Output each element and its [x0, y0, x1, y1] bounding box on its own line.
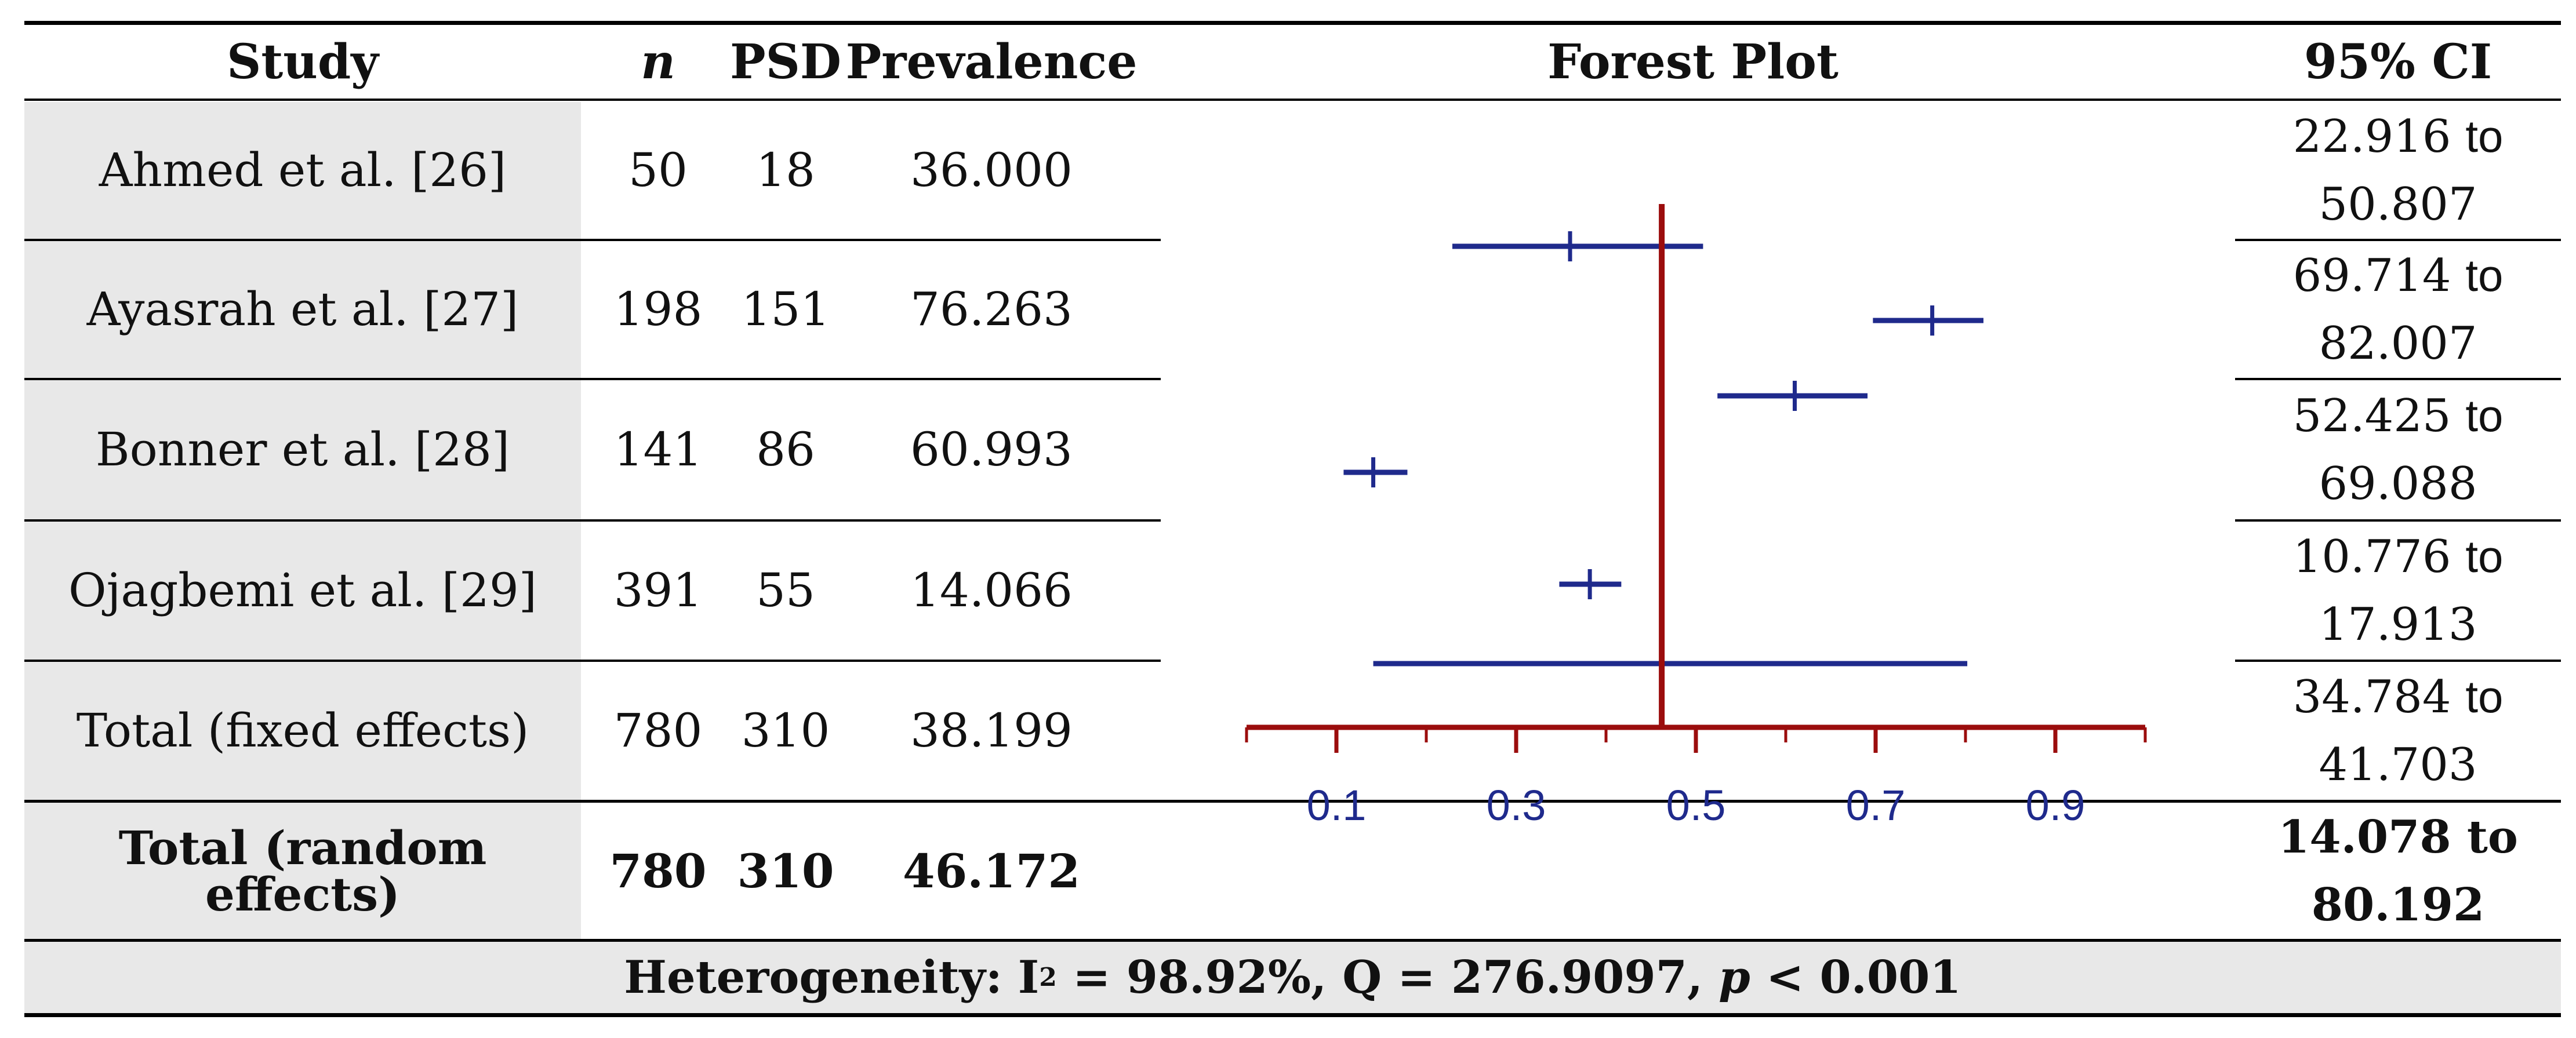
row-ci: 22.916 to 50.807 — [2235, 102, 2561, 239]
row-study: Ayasrah et al. [27] — [86, 282, 519, 336]
header-n: n — [641, 34, 675, 90]
footer-p: p — [1718, 950, 1750, 1004]
row-prevalence: 46.172 — [902, 843, 1081, 898]
row-prevalence: 76.263 — [910, 282, 1073, 336]
row-ci: 14.078 to 80.192 — [2235, 803, 2561, 939]
row-prevalence: 60.993 — [910, 423, 1073, 476]
header-rule — [24, 99, 2561, 101]
ci-high: 80.192 — [2311, 878, 2485, 931]
ci-low: 10.776 — [2292, 530, 2451, 583]
row-study: Ahmed et al. [26] — [99, 143, 507, 197]
header-psd: PSD — [730, 34, 841, 90]
row-psd: 310 — [737, 843, 834, 898]
ci-to: to — [2465, 530, 2504, 582]
row-n: 391 — [613, 563, 703, 617]
row-n: 198 — [613, 282, 703, 336]
row-prevalence: 14.066 — [910, 563, 1073, 617]
ci-low: 69.714 — [2292, 249, 2451, 302]
bottom-rule — [24, 1013, 2561, 1017]
ci-high: 82.007 — [2319, 317, 2477, 370]
footer-rule — [24, 939, 2561, 942]
ci-to: to — [2465, 249, 2504, 301]
x-tick-label: 0.5 — [1666, 781, 1726, 829]
row-prevalence: 36.000 — [910, 143, 1073, 197]
ci-low: 52.425 — [2292, 389, 2451, 442]
ci-low: 34.784 — [2292, 671, 2451, 723]
ci-high: 50.807 — [2319, 178, 2477, 231]
row-separator — [2235, 660, 2561, 662]
row-psd: 151 — [741, 282, 830, 336]
row-separator — [2235, 519, 2561, 522]
footer-suffix: < 0.001 — [1750, 950, 1961, 1004]
row-psd: 310 — [741, 704, 830, 757]
ci-low: 22.916 — [2292, 110, 2451, 163]
row-ci: 10.776 to 17.913 — [2235, 522, 2561, 660]
ci-to: to — [2466, 810, 2518, 864]
row-n: 50 — [628, 143, 688, 197]
ci-to: to — [2465, 389, 2504, 441]
ci-low: 14.078 — [2278, 810, 2451, 864]
row-separator — [2235, 378, 2561, 380]
row-ci: 69.714 to 82.007 — [2235, 241, 2561, 378]
ci-high: 17.913 — [2319, 598, 2477, 651]
ci-high: 69.088 — [2319, 457, 2477, 510]
top-rule — [24, 21, 2561, 25]
row-separator — [24, 660, 1161, 662]
row-prevalence: 38.199 — [910, 704, 1073, 757]
footer-shade — [24, 941, 2561, 1015]
header-study: Study — [227, 34, 379, 90]
header-forest-plot: Forest Plot — [1547, 34, 1839, 90]
row-n: 780 — [609, 843, 707, 898]
row-ci: 34.784 to 41.703 — [2235, 662, 2561, 800]
x-tick-label: 0.3 — [1487, 781, 1546, 829]
x-tick-label: 0.9 — [2026, 781, 2085, 829]
x-tick-label: 0.7 — [1846, 781, 1906, 829]
row-study: Ojagbemi et al. [29] — [68, 563, 537, 617]
row-n: 141 — [613, 423, 703, 476]
row-n: 780 — [613, 704, 703, 757]
header-prevalence: Prevalence — [845, 34, 1138, 90]
row-separator — [24, 519, 1161, 522]
row-psd: 18 — [756, 143, 815, 197]
ci-high: 41.703 — [2319, 738, 2477, 791]
ci-to: to — [2465, 671, 2504, 722]
x-tick-label: 0.1 — [1307, 781, 1367, 829]
row-ci: 52.425 to 69.088 — [2235, 380, 2561, 519]
row-study: Bonner et al. [28] — [95, 423, 510, 476]
row-psd: 55 — [756, 563, 815, 617]
row-study: Total (random effects) — [118, 820, 487, 922]
row-study: Total (fixed effects) — [76, 704, 529, 757]
ci-to: to — [2465, 110, 2504, 162]
footer-sup: 2 — [1039, 962, 1057, 992]
footer-middle: = 98.92%, Q = 276.9097, — [1056, 950, 1719, 1004]
random-effects-rule — [24, 800, 2561, 803]
row-separator — [24, 378, 1161, 380]
header-ci: 95% CI — [2303, 34, 2493, 90]
row-psd: 86 — [756, 423, 815, 476]
row-separator — [2235, 239, 2561, 241]
row-separator — [24, 239, 1161, 241]
footer-prefix: Heterogeneity: I — [624, 950, 1040, 1004]
